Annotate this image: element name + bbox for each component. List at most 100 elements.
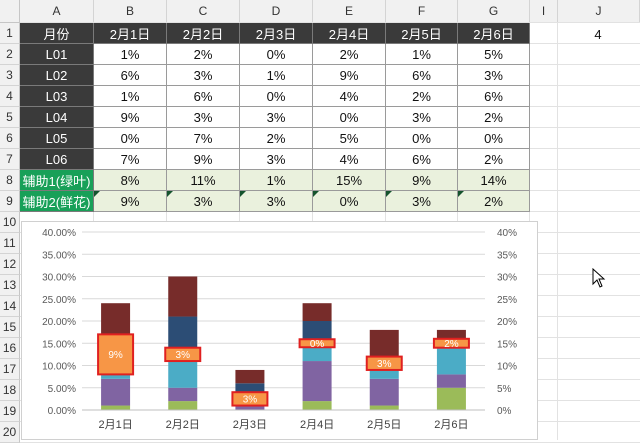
data-label: 2%	[444, 339, 459, 350]
table-cell[interactable]: 6%	[458, 86, 530, 107]
data-label: 3%	[243, 394, 258, 405]
table-cell[interactable]: 2%	[240, 128, 313, 149]
row-header[interactable]: 17	[0, 359, 20, 380]
cell-j1[interactable]: 4	[594, 26, 602, 42]
table-cell[interactable]: 1%	[386, 44, 458, 65]
table-cell[interactable]: 0%	[313, 107, 386, 128]
table-cell[interactable]: 0%	[458, 128, 530, 149]
table-cell[interactable]: 2月2日	[167, 23, 240, 44]
column-header[interactable]: J	[558, 0, 640, 23]
row-header[interactable]: 6	[0, 128, 20, 149]
table-cell[interactable]: L06	[20, 149, 94, 170]
table-cell[interactable]: 7%	[94, 149, 167, 170]
row-header[interactable]: 3	[0, 65, 20, 86]
table-cell[interactable]: 3%	[240, 191, 313, 212]
table-cell[interactable]: 15%	[313, 170, 386, 191]
table-cell[interactable]: 月份	[20, 23, 94, 44]
table-cell[interactable]: 2月3日	[240, 23, 313, 44]
row-header[interactable]: 18	[0, 380, 20, 401]
table-cell[interactable]: 9%	[313, 65, 386, 86]
table-cell[interactable]: 8%	[94, 170, 167, 191]
table-cell[interactable]: 1%	[240, 65, 313, 86]
row-header[interactable]: 11	[0, 233, 20, 254]
table-cell[interactable]: 11%	[167, 170, 240, 191]
table-cell[interactable]: 2%	[458, 149, 530, 170]
table-cell[interactable]: 5%	[313, 128, 386, 149]
table-cell[interactable]: 1%	[94, 44, 167, 65]
table-cell[interactable]: 6%	[386, 65, 458, 86]
table-cell[interactable]: 14%	[458, 170, 530, 191]
bar-segment-L03	[168, 361, 198, 388]
table-cell[interactable]: 9%	[94, 107, 167, 128]
table-cell[interactable]: 2%	[458, 191, 530, 212]
table-cell[interactable]: 3%	[167, 65, 240, 86]
table-cell[interactable]: 4%	[313, 86, 386, 107]
bar-segment-L06	[101, 303, 131, 335]
row-header[interactable]: 8	[0, 170, 20, 191]
row-header[interactable]: 1	[0, 23, 20, 44]
table-cell[interactable]: 2月1日	[94, 23, 167, 44]
table-cell[interactable]: 2月6日	[458, 23, 530, 44]
table-cell[interactable]: 3%	[386, 191, 458, 212]
row-header[interactable]: 14	[0, 296, 20, 317]
table-cell[interactable]: 9%	[386, 170, 458, 191]
stacked-bar-chart[interactable]: 0.00% 0% 5.00% 5% 10.00% 10% 15.00% 15% 20.00% 20…	[21, 221, 538, 440]
table-cell[interactable]: L03	[20, 86, 94, 107]
column-header[interactable]: G	[458, 0, 530, 23]
row-header[interactable]: 5	[0, 107, 20, 128]
table-cell[interactable]: 3%	[240, 107, 313, 128]
table-cell[interactable]: 2月4日	[313, 23, 386, 44]
row-header[interactable]: 13	[0, 275, 20, 296]
column-header[interactable]: I	[530, 0, 558, 23]
table-cell[interactable]: 6%	[94, 65, 167, 86]
table-cell[interactable]: 5%	[458, 44, 530, 65]
table-cell[interactable]: 7%	[167, 128, 240, 149]
table-cell[interactable]: 0%	[94, 128, 167, 149]
column-header[interactable]: F	[386, 0, 458, 23]
row-header[interactable]: 9	[0, 191, 20, 212]
row-header[interactable]: 7	[0, 149, 20, 170]
row-header[interactable]: 20	[0, 422, 20, 443]
column-header[interactable]: B	[94, 0, 167, 23]
table-cell[interactable]: L01	[20, 44, 94, 65]
row-header[interactable]: 16	[0, 338, 20, 359]
table-cell[interactable]: 3%	[167, 191, 240, 212]
table-cell[interactable]: 2月5日	[386, 23, 458, 44]
row-header[interactable]: 19	[0, 401, 20, 422]
table-cell[interactable]: 0%	[240, 44, 313, 65]
row-header[interactable]: 10	[0, 212, 20, 233]
column-header[interactable]: C	[167, 0, 240, 23]
table-cell[interactable]: 1%	[94, 86, 167, 107]
table-cell[interactable]: 3%	[458, 65, 530, 86]
table-cell[interactable]: 0%	[313, 191, 386, 212]
column-header[interactable]: D	[240, 0, 313, 23]
table-cell[interactable]: 辅助2(鲜花)	[20, 191, 94, 212]
table-cell[interactable]: 3%	[167, 107, 240, 128]
table-cell[interactable]: 2%	[386, 86, 458, 107]
table-cell[interactable]: 2%	[167, 44, 240, 65]
table-cell[interactable]: 1%	[240, 170, 313, 191]
table-cell[interactable]: 3%	[240, 149, 313, 170]
table-cell[interactable]: 9%	[167, 149, 240, 170]
bar-segment-L01	[302, 401, 332, 410]
select-all-corner[interactable]	[0, 0, 20, 23]
table-cell[interactable]: 0%	[386, 128, 458, 149]
table-cell[interactable]: 4%	[313, 149, 386, 170]
table-cell[interactable]: 2%	[458, 107, 530, 128]
table-cell[interactable]: 9%	[94, 191, 167, 212]
row-header[interactable]: 4	[0, 86, 20, 107]
table-cell[interactable]: 3%	[386, 107, 458, 128]
row-header[interactable]: 12	[0, 254, 20, 275]
table-cell[interactable]: 0%	[240, 86, 313, 107]
row-header[interactable]: 15	[0, 317, 20, 338]
column-header[interactable]: E	[313, 0, 386, 23]
table-cell[interactable]: 2%	[313, 44, 386, 65]
column-header[interactable]: A	[20, 0, 94, 23]
row-header[interactable]: 2	[0, 44, 20, 65]
table-cell[interactable]: 6%	[386, 149, 458, 170]
table-cell[interactable]: L04	[20, 107, 94, 128]
table-cell[interactable]: L02	[20, 65, 94, 86]
table-cell[interactable]: 6%	[167, 86, 240, 107]
table-cell[interactable]: 辅助1(绿叶)	[20, 170, 94, 191]
table-cell[interactable]: L05	[20, 128, 94, 149]
